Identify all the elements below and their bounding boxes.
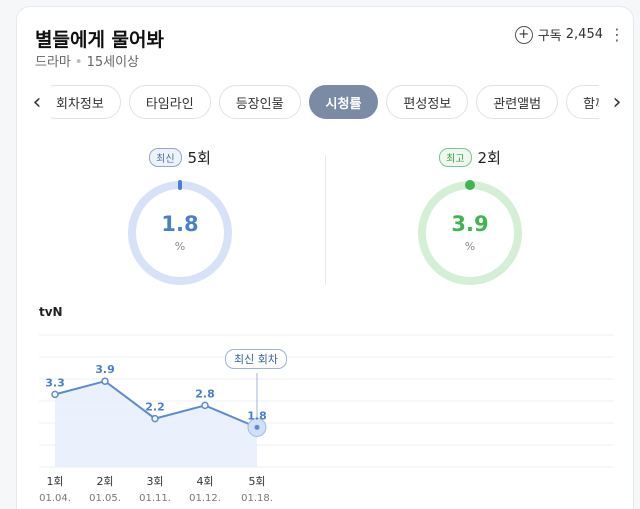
highest-donut: 3.9 % — [415, 178, 525, 288]
tab-item[interactable]: 편성정보 — [386, 85, 469, 119]
highest-badge: 최고 — [439, 148, 472, 167]
data-label: 2.8 — [195, 387, 215, 400]
tab-item[interactable]: 관련앨범 — [476, 85, 559, 119]
data-point — [101, 377, 109, 385]
x-tick-label: 3회 — [146, 475, 163, 488]
divider — [325, 155, 326, 285]
subscribe-count: 2,454 — [565, 27, 603, 42]
kebab-icon[interactable]: ⋮ — [609, 25, 625, 44]
genre-label: 드라마 — [35, 55, 71, 70]
page-title: 별들에게 물어봐 — [35, 29, 164, 51]
x-tick-label: 2회 — [96, 475, 113, 488]
data-point — [151, 414, 159, 423]
latest-donut: 1.8 % — [125, 178, 235, 288]
x-date-label: 01.18. — [241, 493, 273, 504]
highest-episode: 2회 — [477, 149, 501, 167]
drama-info-card: 별들에게 물어봐 드라마 • 15세이상 + 구독 2,454 ⋮ ‹ 회차정보 타임… — [16, 6, 634, 509]
latest-value: 1.8 — [161, 212, 199, 236]
latest-episode: 5회 — [187, 149, 211, 167]
area-fill — [55, 381, 257, 467]
x-date-label: 01.05. — [89, 493, 121, 504]
tab-item[interactable]: 시청률 — [308, 85, 379, 119]
latest-unit: % — [174, 240, 186, 253]
highest-rating: 최고 2회 3.9 % — [370, 147, 570, 288]
data-label: 2.2 — [145, 401, 165, 414]
plus-icon: + — [514, 25, 533, 44]
subtitle: 드라마 • 15세이상 — [35, 51, 139, 70]
subscribe-button[interactable]: + 구독 2,454 — [514, 25, 603, 44]
tab-list: 회차정보타임라인등장인물시청률편성정보관련앨범함께 볼 — [51, 85, 599, 121]
ratings-summary: 최신 5회 1.8 % 최고 2회 — [17, 137, 635, 297]
data-point — [51, 390, 59, 399]
tab-item[interactable]: 타임라인 — [128, 85, 211, 119]
tab-item[interactable]: 회차정보 — [51, 85, 121, 119]
chevron-left-icon[interactable]: ‹ — [32, 90, 42, 115]
data-point — [201, 401, 209, 410]
latest-marker — [178, 180, 182, 190]
x-date-label: 01.04. — [39, 493, 71, 504]
highest-value: 3.9 — [451, 212, 489, 236]
x-date-label: 01.11. — [139, 493, 171, 504]
subscribe-label: 구독 — [537, 29, 562, 44]
chevron-right-icon[interactable]: › — [612, 90, 622, 115]
tab-bar: ‹ 회차정보타임라인등장인물시청률편성정보관련앨범함께 볼 › — [17, 85, 635, 121]
data-label: 3.3 — [45, 376, 65, 389]
highest-unit: % — [464, 240, 476, 253]
data-label: 1.8 — [247, 409, 267, 422]
channel-label: tvN — [39, 305, 63, 319]
latest-badge: 최신 — [149, 148, 182, 167]
age-rating-label: 15세이상 — [86, 55, 139, 70]
data-point — [254, 424, 260, 430]
latest-episode-tag: 최신 회차 — [225, 349, 287, 369]
tab-item[interactable]: 등장인물 — [218, 85, 301, 119]
x-tick-label: 4회 — [196, 475, 213, 488]
x-tick-label: 5회 — [248, 475, 265, 488]
highest-marker — [465, 180, 475, 190]
line-chart-svg: 3.3 1회 01.04. 3.9 2회 01.05. 2.2 3회 01.11. 2.8 4회 01… — [39, 334, 613, 504]
separator-dot: • — [74, 55, 83, 70]
latest-rating: 최신 5회 1.8 % — [80, 147, 280, 288]
data-label: 3.9 — [95, 363, 115, 376]
x-date-label: 01.12. — [189, 493, 221, 504]
x-tick-label: 1회 — [46, 475, 63, 488]
tab-item[interactable]: 함께 볼 — [566, 85, 599, 119]
ratings-chart: tvN 3.3 1회 01.04. 3.9 2회 01.05. 2.2 3회 01.11. 2.8… — [17, 297, 635, 507]
